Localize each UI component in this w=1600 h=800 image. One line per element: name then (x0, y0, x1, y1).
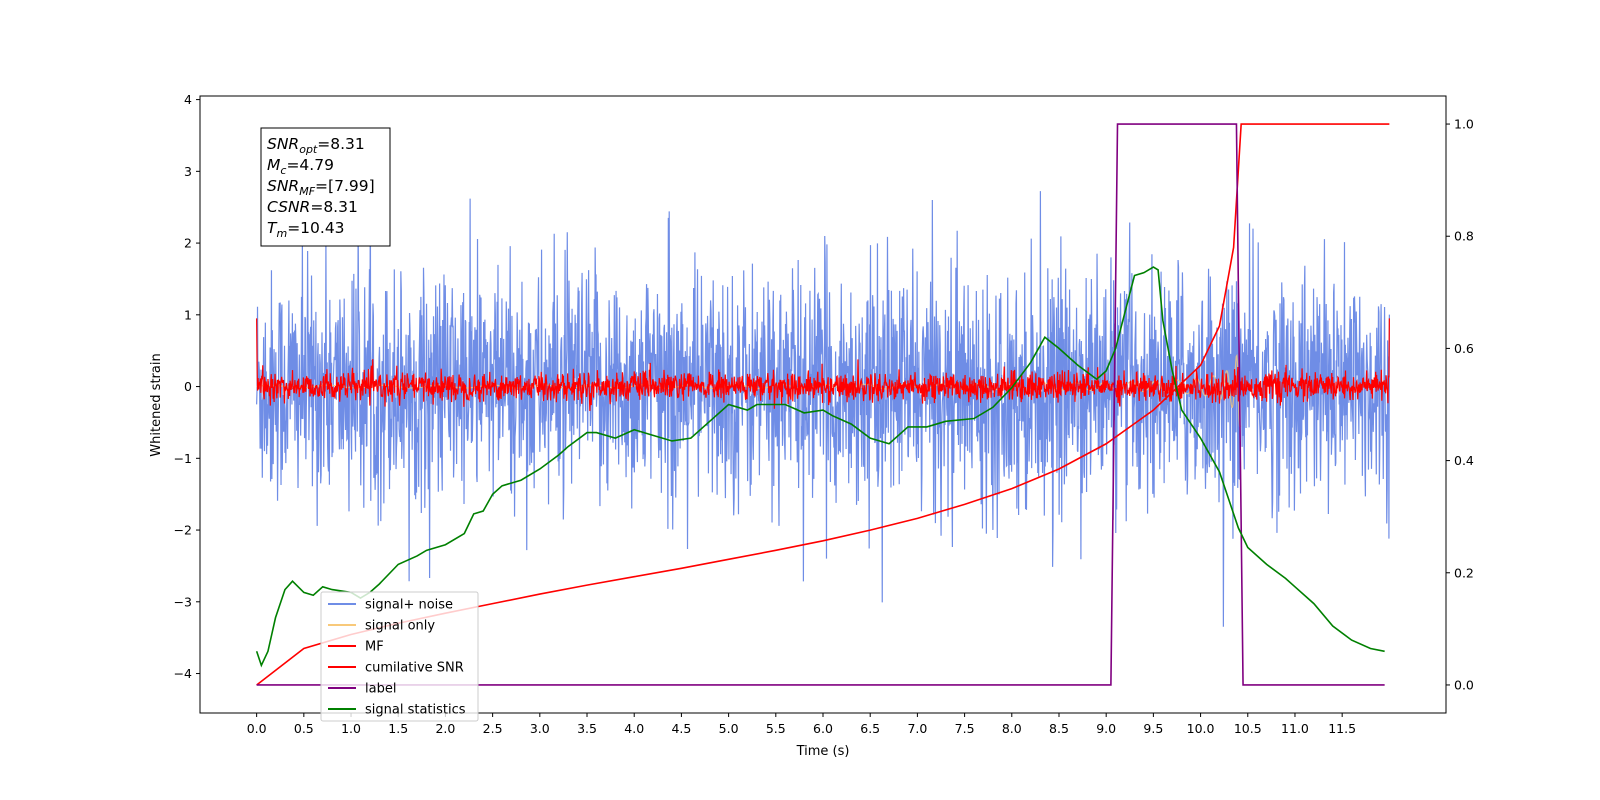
info-line: Tm=10.43 (267, 219, 345, 240)
legend-entry: signal only (365, 619, 435, 634)
x-tick-label: 11.0 (1281, 721, 1309, 736)
x-tick-label: 7.5 (955, 721, 975, 736)
y-tick-label: −1 (174, 451, 192, 466)
legend-entry: signal statistics (365, 703, 466, 718)
info-line: CSNR=8.31 (267, 198, 358, 216)
legend: signal+ noise signal only MF cumilative SNR… (320, 591, 479, 722)
x-tick-label: 1.0 (341, 721, 361, 736)
info-line: SNRMF=[7.99] (267, 177, 375, 198)
x-tick-label: 6.5 (860, 721, 880, 736)
x-axis: 0.0 0.5 1.0 1.5 2.0 2.5 3.0 3.5 4.0 4.5 5.0 5.5 6.0 6… (247, 713, 1356, 736)
series-signal-statistics (255, 266, 1385, 668)
x-tick-label: 8.0 (1002, 721, 1022, 736)
x-tick-label: 5.0 (719, 721, 739, 736)
series-mf (256, 318, 1390, 411)
legend-entry: label (365, 682, 396, 697)
legend-entry: signal+ noise (365, 598, 453, 613)
y-tick-label: −4 (174, 666, 192, 681)
legend-frame (320, 591, 479, 722)
right-y-axis: 0.0 0.2 0.4 0.6 0.8 1.0 (1446, 117, 1474, 692)
info-line: SNRopt=8.31 (267, 135, 365, 156)
right-y-tick-label: 0.6 (1454, 341, 1474, 356)
y-axis-label: Whitened strain (149, 353, 164, 456)
x-tick-label: 2.5 (483, 721, 503, 736)
x-tick-label: 7.0 (907, 721, 927, 736)
right-y-tick-label: 1.0 (1454, 117, 1474, 132)
x-tick-label: 4.5 (671, 721, 691, 736)
x-tick-label: 9.0 (1096, 721, 1116, 736)
x-tick-label: 1.5 (388, 721, 408, 736)
info-box-frame (260, 127, 391, 247)
left-y-axis: −4 −3 −2 −1 0 1 2 3 4 (174, 92, 200, 681)
x-tick-label: 0.5 (294, 721, 314, 736)
x-tick-label: 10.0 (1187, 721, 1215, 736)
x-tick-label: 3.5 (577, 721, 597, 736)
info-line: Mc=4.79 (267, 156, 334, 177)
x-tick-label: 6.0 (813, 721, 833, 736)
x-tick-label: 3.0 (530, 721, 550, 736)
right-y-tick-label: 0.8 (1454, 229, 1474, 244)
x-tick-label: 10.5 (1234, 721, 1262, 736)
y-tick-label: 4 (184, 92, 192, 107)
x-tick-label: 8.5 (1049, 721, 1069, 736)
x-tick-label: 0.0 (247, 721, 267, 736)
y-tick-label: 3 (184, 164, 192, 179)
right-y-tick-label: 0.4 (1454, 453, 1474, 468)
y-tick-label: 2 (184, 236, 192, 251)
x-axis-label: Time (s) (796, 744, 850, 759)
legend-entry: MF (365, 640, 384, 655)
y-tick-label: 1 (184, 307, 192, 322)
x-tick-label: 4.0 (624, 721, 644, 736)
y-tick-label: −2 (174, 523, 192, 538)
series-label (256, 123, 1385, 686)
y-tick-label: 0 (184, 379, 192, 394)
right-y-tick-label: 0.2 (1454, 565, 1474, 580)
right-y-tick-label: 0.0 (1454, 677, 1474, 692)
x-tick-label: 9.5 (1143, 721, 1163, 736)
x-tick-label: 5.5 (766, 721, 786, 736)
x-tick-label: 2.0 (435, 721, 455, 736)
y-tick-label: −3 (174, 594, 192, 609)
x-tick-label: 11.5 (1328, 721, 1356, 736)
legend-entry: cumilative SNR (365, 661, 464, 676)
